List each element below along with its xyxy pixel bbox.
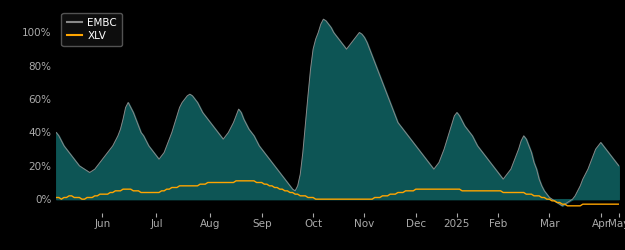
Legend: EMBC, XLV: EMBC, XLV bbox=[61, 13, 122, 46]
